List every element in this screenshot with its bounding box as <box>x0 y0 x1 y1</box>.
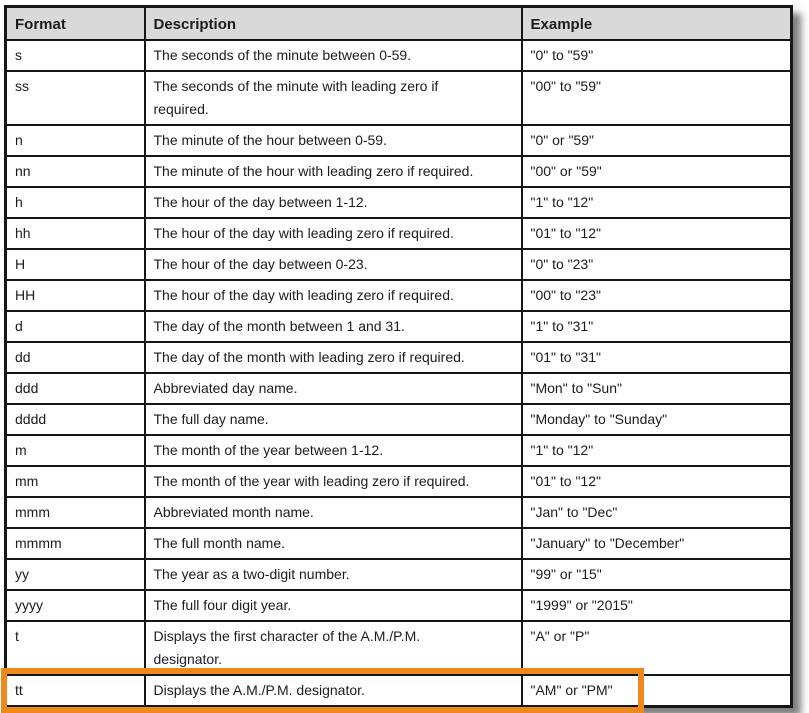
format-cell: yy <box>4 558 146 591</box>
description-cell: Displays the first character of the A.M.… <box>143 620 523 676</box>
example-cell: "1" to "12" <box>520 434 793 467</box>
format-cell: t <box>4 620 146 676</box>
format-cell: d <box>4 310 146 343</box>
table-row: n The minute of the hour between 0-59. "… <box>4 124 793 157</box>
table-row: ddd Abbreviated day name. "Mon" to "Sun" <box>4 372 793 405</box>
format-cell: ddd <box>4 372 146 405</box>
description-cell: The hour of the day with leading zero if… <box>143 279 523 312</box>
column-header-format: Format <box>4 5 146 41</box>
table-row: s The seconds of the minute between 0-59… <box>4 39 793 72</box>
table-row: HH The hour of the day with leading zero… <box>4 279 793 312</box>
example-cell: "Jan" to "Dec" <box>520 496 793 529</box>
description-cell: Abbreviated month name. <box>143 496 523 529</box>
format-cell: s <box>4 39 146 72</box>
table-row: d The day of the month between 1 and 31.… <box>4 310 793 343</box>
description-cell: The hour of the day between 1-12. <box>143 186 523 219</box>
example-cell: "01" to "12" <box>520 217 793 250</box>
table-row: mmm Abbreviated month name. "Jan" to "De… <box>4 496 793 529</box>
table-row: t Displays the first character of the A.… <box>4 620 793 676</box>
description-cell: The minute of the hour between 0-59. <box>143 124 523 157</box>
column-header-example: Example <box>520 5 793 41</box>
description-cell: The hour of the day with leading zero if… <box>143 217 523 250</box>
format-cell: HH <box>4 279 146 312</box>
description-cell: The full four digit year. <box>143 589 523 622</box>
format-cell: hh <box>4 217 146 250</box>
example-cell: "01" to "31" <box>520 341 793 374</box>
format-codes-table: Format Description Example s The seconds… <box>4 5 793 708</box>
description-cell: The month of the year with leading zero … <box>143 465 523 498</box>
example-cell: "0" or "59" <box>520 124 793 157</box>
example-cell: "A" or "P" <box>520 620 793 676</box>
description-cell: The day of the month with leading zero i… <box>143 341 523 374</box>
table-row: dddd The full day name. "Monday" to "Sun… <box>4 403 793 436</box>
description-cell: The full month name. <box>143 527 523 560</box>
table-row: dd The day of the month with leading zer… <box>4 341 793 374</box>
table-row: yyyy The full four digit year. "1999" or… <box>4 589 793 622</box>
example-cell: "Mon" to "Sun" <box>520 372 793 405</box>
format-cell: tt <box>4 674 146 708</box>
description-cell: The minute of the hour with leading zero… <box>143 155 523 188</box>
format-cell: yyyy <box>4 589 146 622</box>
format-cell: nn <box>4 155 146 188</box>
table-row: ss The seconds of the minute with leadin… <box>4 70 793 126</box>
format-cell: mm <box>4 465 146 498</box>
example-cell: "0" to "59" <box>520 39 793 72</box>
table-row: m The month of the year between 1-12. "1… <box>4 434 793 467</box>
example-cell: "99" or "15" <box>520 558 793 591</box>
table-row: h The hour of the day between 1-12. "1" … <box>4 186 793 219</box>
example-cell: "00" to "23" <box>520 279 793 312</box>
example-cell: "1999" or "2015" <box>520 589 793 622</box>
format-cell: ss <box>4 70 146 126</box>
header-row: Format Description Example <box>4 5 793 41</box>
example-cell: "01" to "12" <box>520 465 793 498</box>
format-cell: H <box>4 248 146 281</box>
table-row: H The hour of the day between 0-23. "0" … <box>4 248 793 281</box>
table-row: hh The hour of the day with leading zero… <box>4 217 793 250</box>
description-cell: The day of the month between 1 and 31. <box>143 310 523 343</box>
example-cell: "1" to "12" <box>520 186 793 219</box>
format-cell: h <box>4 186 146 219</box>
format-cell: dddd <box>4 403 146 436</box>
description-cell: The hour of the day between 0-23. <box>143 248 523 281</box>
example-cell: "00" or "59" <box>520 155 793 188</box>
table-row: mm The month of the year with leading ze… <box>4 465 793 498</box>
example-cell: "00" to "59" <box>520 70 793 126</box>
description-cell: The month of the year between 1-12. <box>143 434 523 467</box>
table-row: nn The minute of the hour with leading z… <box>4 155 793 188</box>
format-cell: mmmm <box>4 527 146 560</box>
format-cell: mmm <box>4 496 146 529</box>
format-cell: m <box>4 434 146 467</box>
description-cell: Abbreviated day name. <box>143 372 523 405</box>
column-header-description: Description <box>143 5 523 41</box>
highlighted-row: tt Displays the A.M./P.M. designator. "A… <box>4 674 793 708</box>
example-cell: "1" to "31" <box>520 310 793 343</box>
example-cell: "January" to "December" <box>520 527 793 560</box>
description-cell: The seconds of the minute with leading z… <box>143 70 523 126</box>
description-cell: The year as a two-digit number. <box>143 558 523 591</box>
description-cell: The full day name. <box>143 403 523 436</box>
format-cell: n <box>4 124 146 157</box>
table-row: mmmm The full month name. "January" to "… <box>4 527 793 560</box>
table-row: yy The year as a two-digit number. "99" … <box>4 558 793 591</box>
example-cell: "0" to "23" <box>520 248 793 281</box>
document-table-container: Format Description Example s The seconds… <box>4 5 793 708</box>
description-cell: Displays the A.M./P.M. designator. <box>143 674 523 708</box>
description-cell: The seconds of the minute between 0-59. <box>143 39 523 72</box>
example-cell: "AM" or "PM" <box>520 674 793 708</box>
format-cell: dd <box>4 341 146 374</box>
example-cell: "Monday" to "Sunday" <box>520 403 793 436</box>
